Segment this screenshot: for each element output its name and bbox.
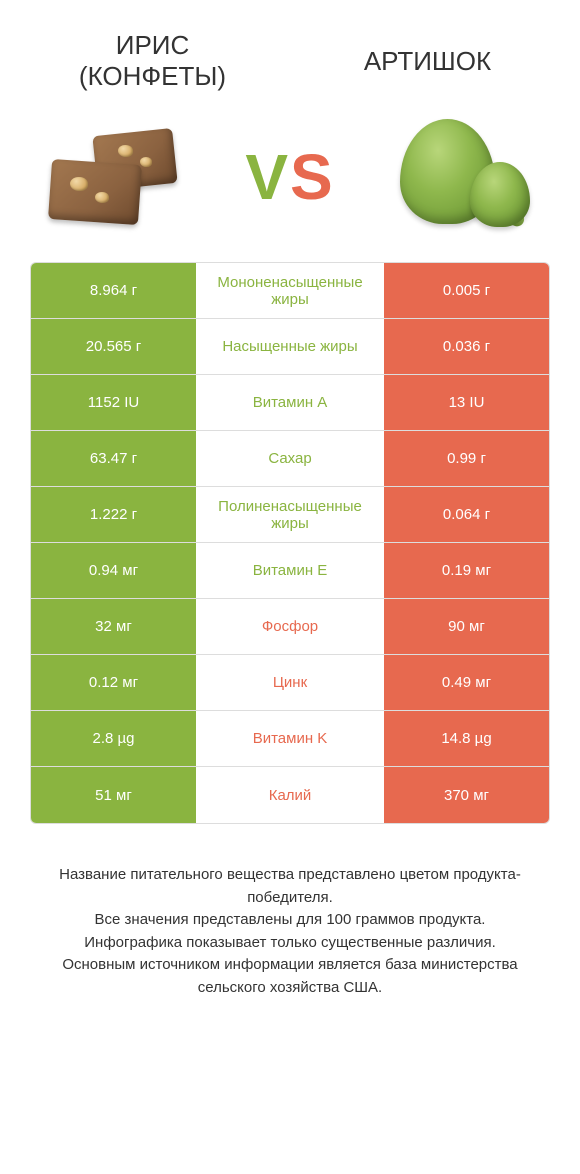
footer-line: Название питательного вещества представл… (30, 864, 550, 909)
table-row: 32 мгФосфор90 мг (31, 599, 549, 655)
left-food-title: ИРИС (КОНФЕТЫ) (40, 30, 265, 92)
nutrient-label: Витамин E (196, 543, 384, 598)
table-row: 20.565 гНасыщенные жиры0.036 г (31, 319, 549, 375)
left-value-cell: 8.964 г (31, 263, 196, 318)
left-value-cell: 32 мг (31, 599, 196, 654)
footer-line: Все значения представлены для 100 граммо… (30, 909, 550, 932)
nutrient-label: Насыщенные жиры (196, 319, 384, 374)
left-value-cell: 0.94 мг (31, 543, 196, 598)
vs-label: VS (245, 140, 334, 214)
right-value-cell: 0.49 мг (384, 655, 549, 710)
right-value-cell: 0.036 г (384, 319, 549, 374)
artichoke-illustration (385, 117, 545, 237)
right-value-cell: 90 мг (384, 599, 549, 654)
left-food-image (30, 112, 200, 242)
table-row: 1.222 гПолиненасыщенные жиры0.064 г (31, 487, 549, 543)
left-value-cell: 20.565 г (31, 319, 196, 374)
right-value-cell: 13 IU (384, 375, 549, 430)
table-row: 8.964 гМононенасыщенные жиры0.005 г (31, 263, 549, 319)
right-value-cell: 0.99 г (384, 431, 549, 486)
footer-line: Инфографика показывает только существенн… (30, 932, 550, 955)
table-row: 2.8 µgВитамин K14.8 µg (31, 711, 549, 767)
right-value-cell: 0.19 мг (384, 543, 549, 598)
left-value-cell: 51 мг (31, 767, 196, 823)
table-row: 0.12 мгЦинк0.49 мг (31, 655, 549, 711)
vs-letter-s: S (290, 141, 335, 213)
vs-row: VS (0, 102, 580, 262)
nutrient-label: Витамин A (196, 375, 384, 430)
nutrient-label: Витамин K (196, 711, 384, 766)
right-value-cell: 14.8 µg (384, 711, 549, 766)
table-row: 0.94 мгВитамин E0.19 мг (31, 543, 549, 599)
nutrient-label: Полиненасыщенные жиры (196, 487, 384, 542)
toffee-illustration (40, 127, 190, 227)
table-row: 63.47 гСахар0.99 г (31, 431, 549, 487)
footer-line: Основным источником информации является … (30, 954, 550, 999)
left-value-cell: 63.47 г (31, 431, 196, 486)
left-value-cell: 1.222 г (31, 487, 196, 542)
left-value-cell: 1152 IU (31, 375, 196, 430)
nutrient-label: Мононенасыщенные жиры (196, 263, 384, 318)
right-value-cell: 370 мг (384, 767, 549, 823)
nutrient-label: Калий (196, 767, 384, 823)
right-food-image (380, 112, 550, 242)
left-value-cell: 0.12 мг (31, 655, 196, 710)
table-row: 51 мгКалий370 мг (31, 767, 549, 823)
vs-letter-v: V (245, 141, 290, 213)
table-row: 1152 IUВитамин A13 IU (31, 375, 549, 431)
right-value-cell: 0.064 г (384, 487, 549, 542)
nutrient-label: Фосфор (196, 599, 384, 654)
right-value-cell: 0.005 г (384, 263, 549, 318)
left-value-cell: 2.8 µg (31, 711, 196, 766)
nutrient-label: Цинк (196, 655, 384, 710)
right-food-title: АРТИШОК (315, 46, 540, 77)
nutrient-table: 8.964 гМононенасыщенные жиры0.005 г20.56… (30, 262, 550, 824)
footer-notes: Название питательного вещества представл… (0, 824, 580, 999)
nutrient-label: Сахар (196, 431, 384, 486)
header: ИРИС (КОНФЕТЫ) АРТИШОК (0, 0, 580, 102)
